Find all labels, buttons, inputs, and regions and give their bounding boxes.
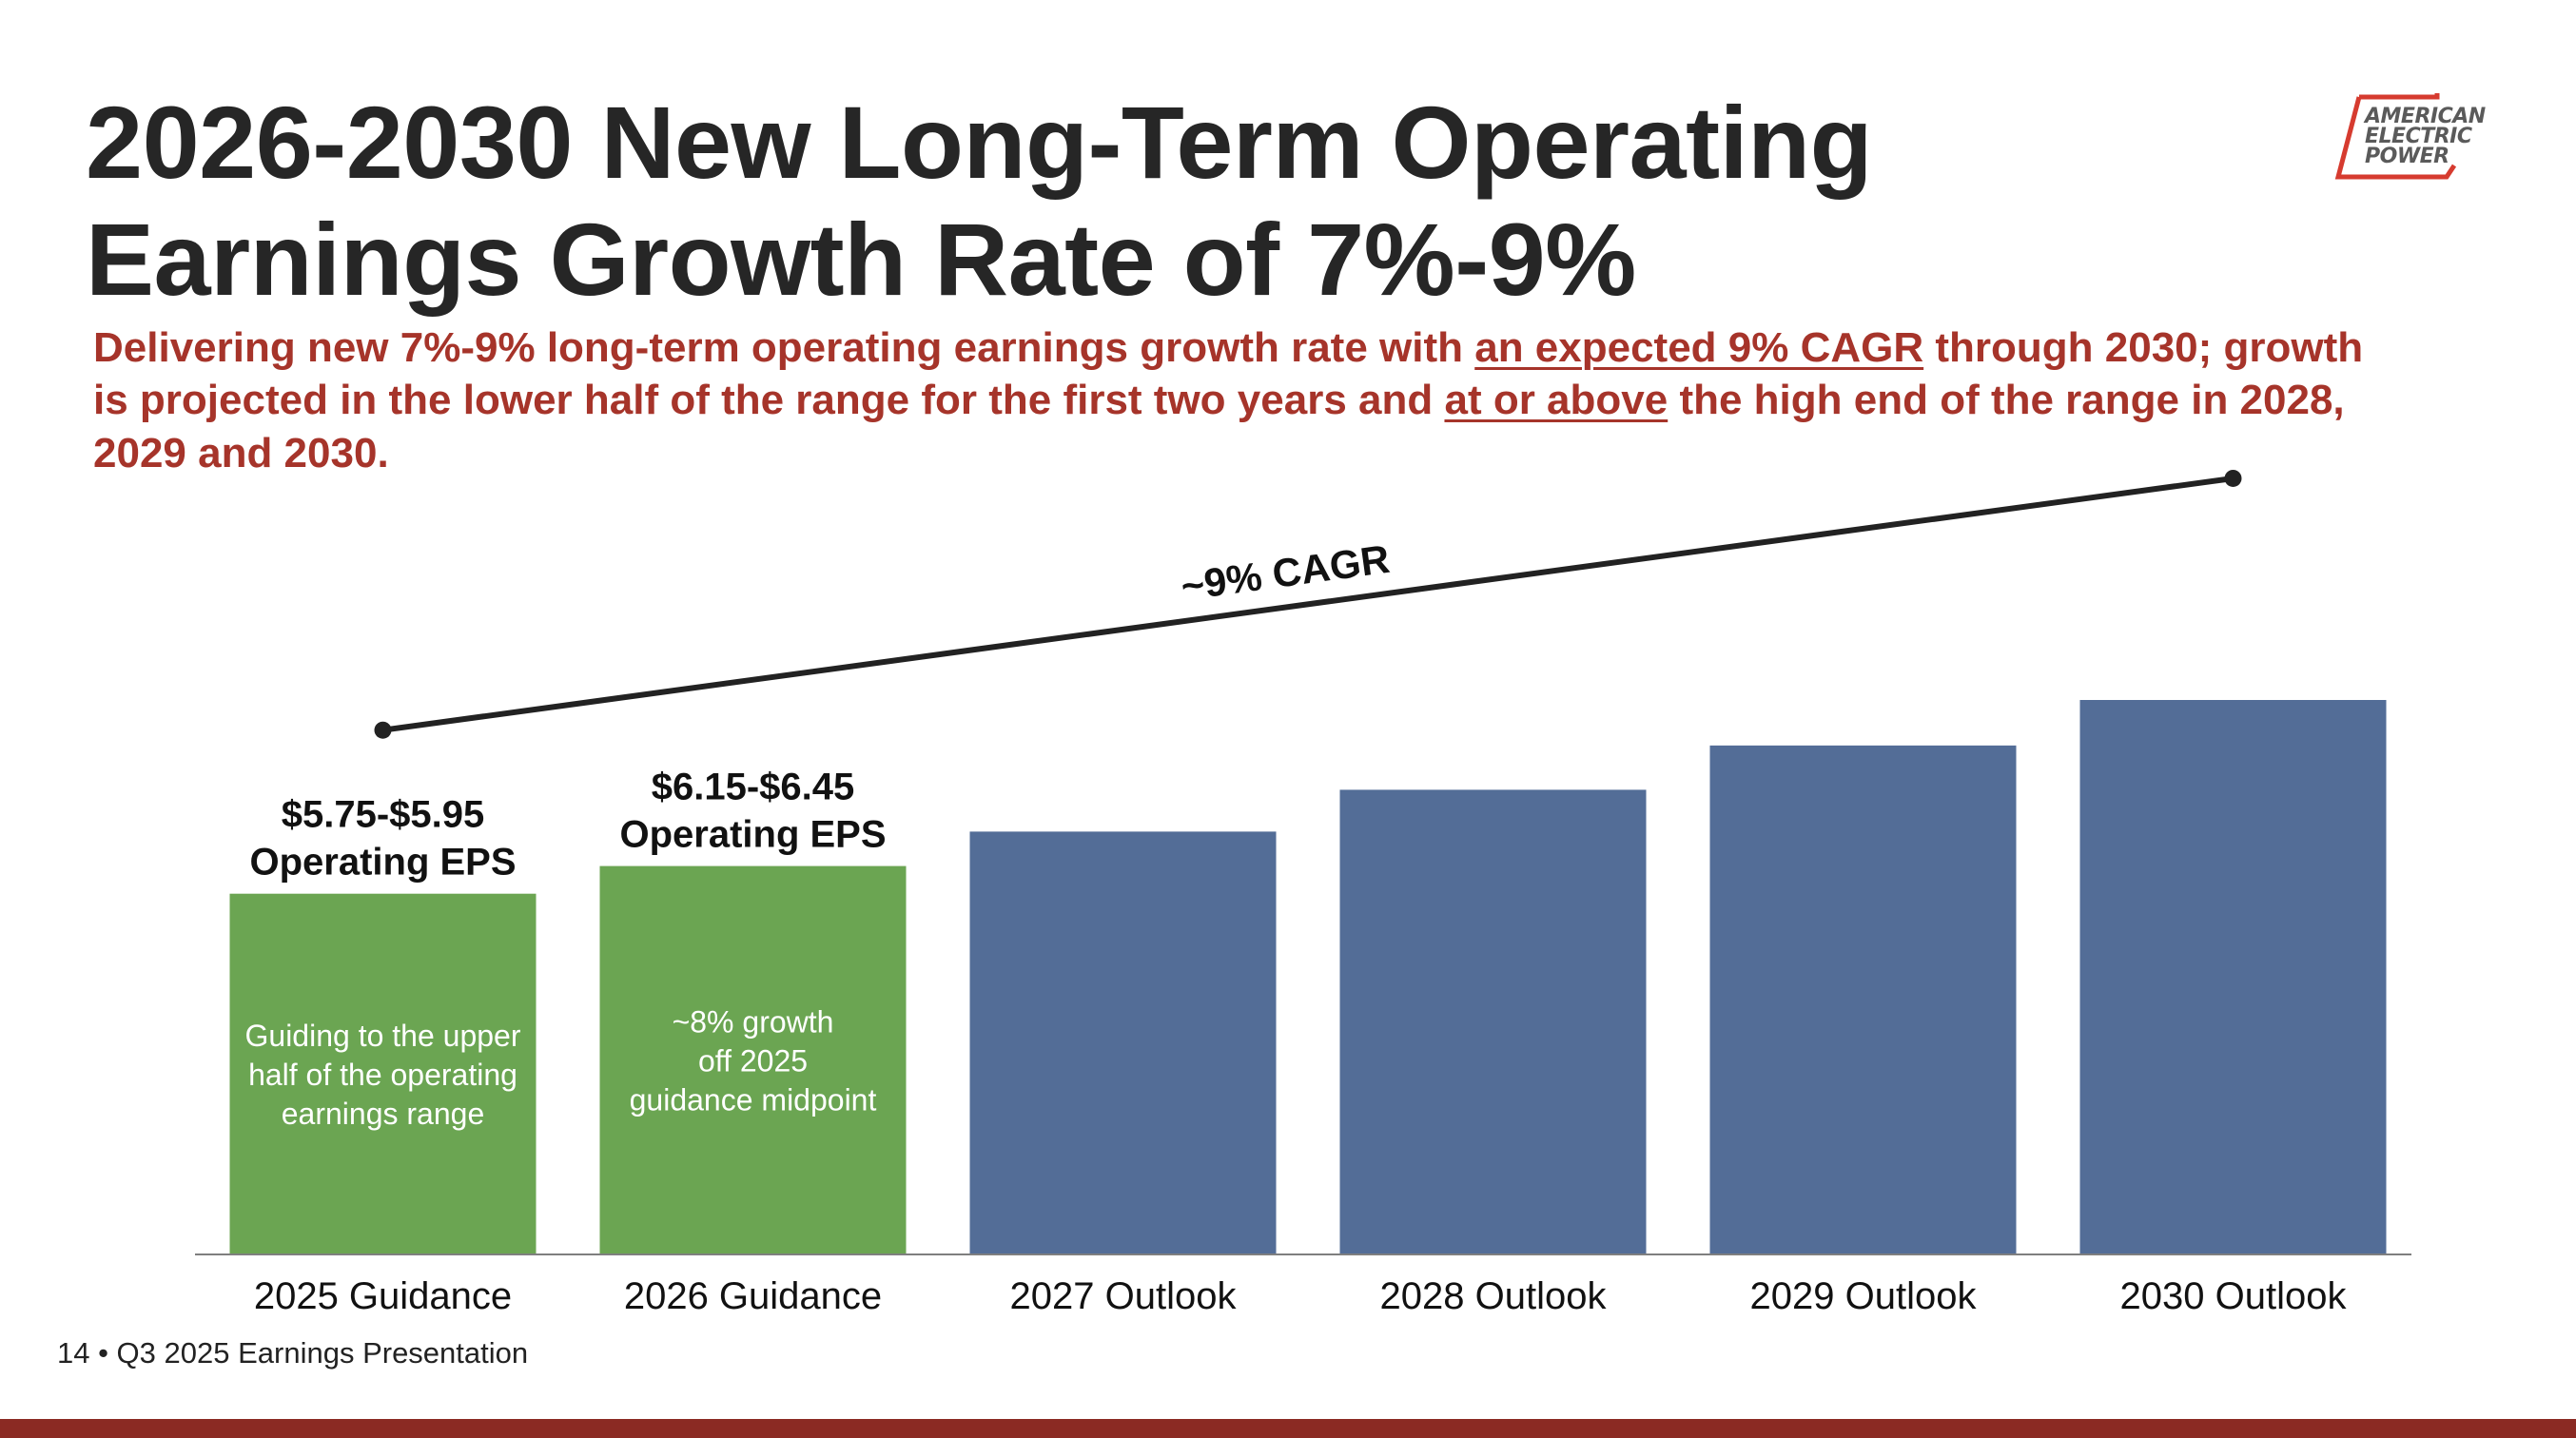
- page-title: 2026-2030 New Long-Term Operating Earnin…: [86, 84, 2131, 318]
- x-tick-label: 2026 Guidance: [624, 1275, 882, 1317]
- x-tick-label: 2030 Outlook: [2120, 1275, 2348, 1317]
- subtitle-underline-at-or-above: at or above: [1444, 377, 1669, 424]
- x-tick-label: 2027 Outlook: [1010, 1275, 1238, 1317]
- bar-value-sublabel: Operating EPS: [619, 814, 886, 856]
- subtitle: Delivering new 7%-9% long-term operating…: [93, 321, 2395, 479]
- subtitle-text-3: the high end of the range in 2028, 2029 …: [93, 377, 2345, 476]
- cagr-end-point: [2224, 469, 2242, 487]
- cagr-trend-line: [382, 476, 2234, 733]
- title-line-1: 2026-2030 New Long-Term Operating: [86, 85, 1873, 200]
- aep-logo-wordmark: AMERICAN ELECTRIC POWER: [2365, 105, 2486, 168]
- logo-line-3: POWER: [2365, 145, 2449, 168]
- bar-value-label: $5.75-$5.95: [282, 794, 485, 836]
- aep-logo: AMERICAN ELECTRIC POWER: [2332, 93, 2506, 181]
- bar-2029-outlook: [1709, 745, 2017, 1253]
- aep-logo-icon: [2334, 93, 2457, 180]
- bar-inner-text: half of the operating: [248, 1058, 517, 1092]
- x-tick-label: 2028 Outlook: [1380, 1275, 1608, 1317]
- x-tick-label: 2029 Outlook: [1750, 1275, 1978, 1317]
- bar-inner-text: ~8% growth: [673, 1004, 834, 1039]
- subtitle-text-2: through 2030; growth is projected in the…: [93, 324, 2364, 424]
- bar-2027-outlook: [969, 831, 1277, 1253]
- footer: 14 • Q3 2025 Earnings Presentation: [57, 1336, 529, 1370]
- bar-inner-text: off 2025: [698, 1043, 808, 1078]
- bar-value-sublabel: Operating EPS: [249, 842, 516, 884]
- bar-value-label: $6.15-$6.45: [652, 767, 855, 808]
- title-line-2: Earnings Growth Rate of 7%-9%: [86, 202, 1636, 318]
- bar-inner-text: guidance midpoint: [630, 1082, 877, 1117]
- bar-inner-text: Guiding to the upper: [245, 1019, 521, 1053]
- bar-2030-outlook: [2079, 700, 2387, 1253]
- subtitle-underline-cagr: an expected 9% CAGR: [1474, 324, 1924, 371]
- bar-2028-outlook: [1339, 789, 1647, 1253]
- logo-line-2: ELECTRIC: [2365, 125, 2472, 148]
- bar-2025-guidance: [229, 893, 537, 1253]
- bar-2026-guidance: [599, 865, 907, 1253]
- bar-inner-text: earnings range: [282, 1097, 484, 1131]
- x-tick-label: 2025 Guidance: [254, 1275, 512, 1317]
- cagr-start-point: [374, 721, 392, 739]
- logo-line-1: AMERICAN: [2365, 105, 2486, 128]
- subtitle-text-1: Delivering new 7%-9% long-term operating…: [93, 324, 1475, 371]
- bottom-accent-bar: [0, 1419, 2576, 1438]
